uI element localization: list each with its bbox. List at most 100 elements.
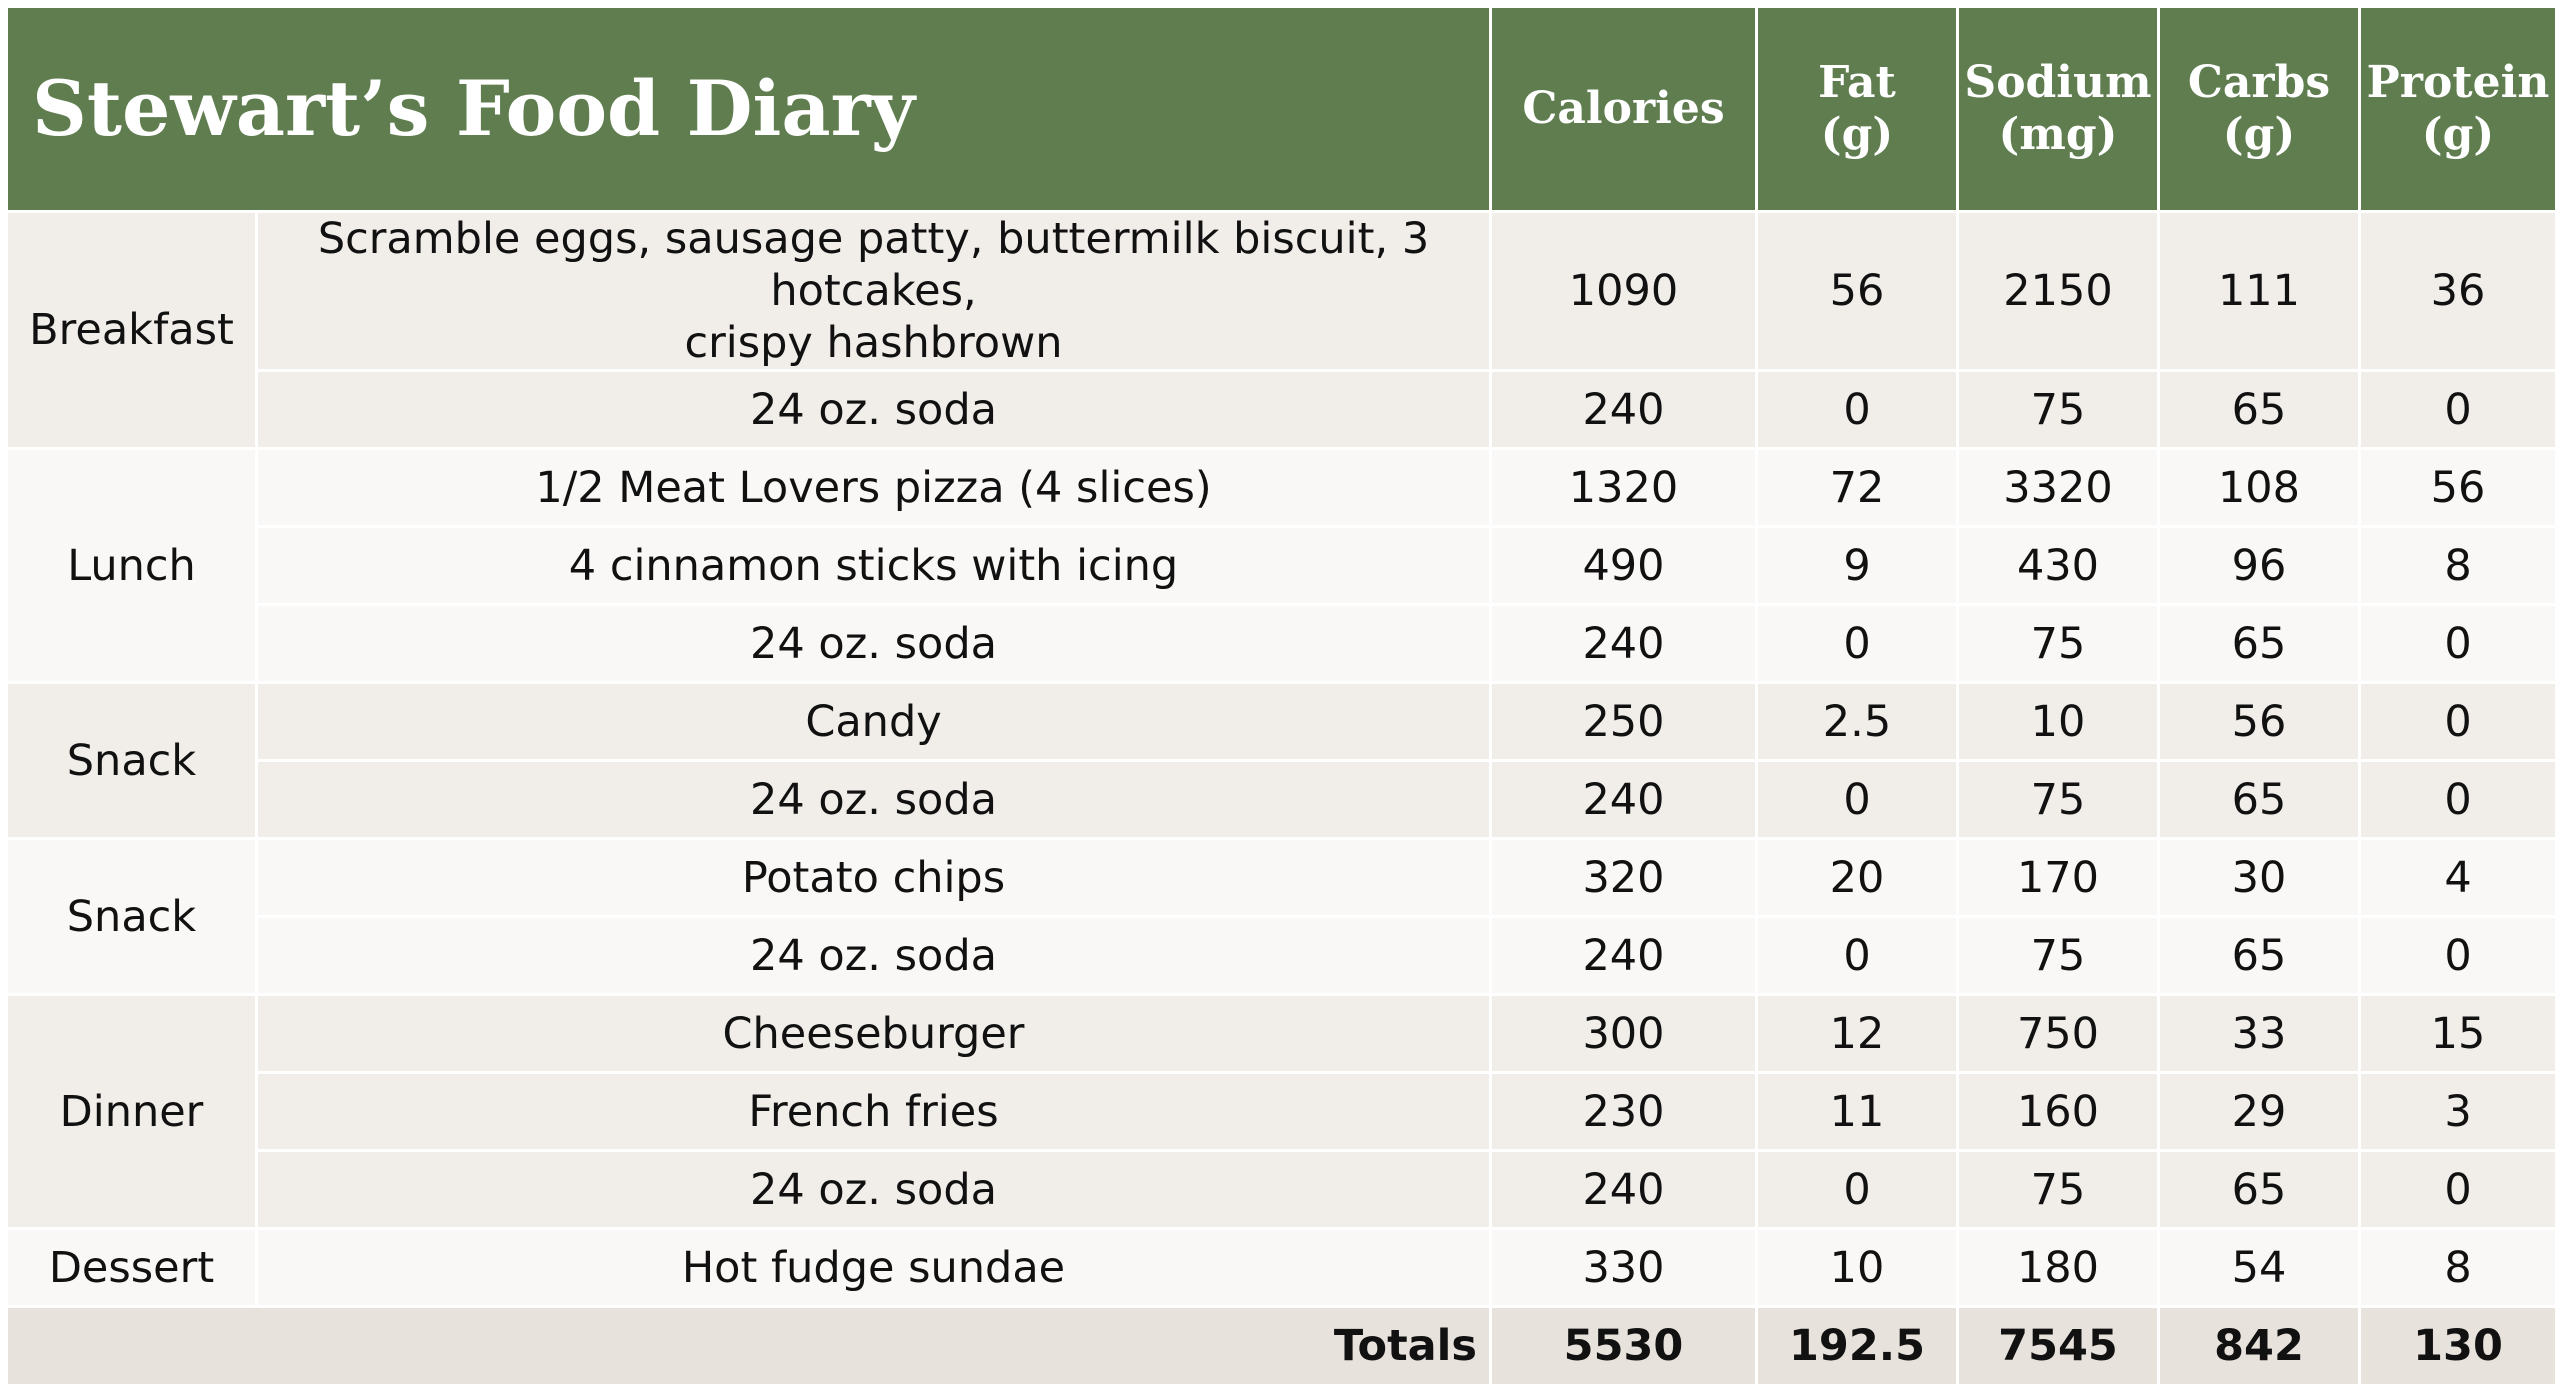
calories-value: 1090	[1489, 210, 1758, 372]
food-item: 4 cinnamon sticks with icing	[255, 525, 1492, 606]
sodium-value: 2150	[1956, 210, 2160, 372]
fat-value: 72	[1755, 447, 1959, 528]
food-item: 24 oz. soda	[255, 915, 1492, 996]
protein-value: 0	[2358, 1149, 2558, 1230]
calories-value: 300	[1489, 993, 1758, 1074]
calories-value: 250	[1489, 681, 1758, 762]
calories-value: 330	[1489, 1227, 1758, 1308]
food-item: Hot fudge sundae	[255, 1227, 1492, 1308]
protein-value: 15	[2358, 993, 2558, 1074]
food-diary-table: Stewart’s Food Diary Calories Fat (g) Sod…	[5, 5, 2558, 1387]
calories-value: 490	[1489, 525, 1758, 606]
fat-value: 56	[1755, 210, 1959, 372]
fat-value: 12	[1755, 993, 1959, 1074]
food-item: Scramble eggs, sausage patty, buttermilk…	[255, 210, 1492, 372]
fat-value: 11	[1755, 1071, 1959, 1152]
sodium-value: 430	[1956, 525, 2160, 606]
protein-value: 8	[2358, 1227, 2558, 1308]
calories-value: 240	[1489, 603, 1758, 684]
protein-value: 0	[2358, 603, 2558, 684]
header-sodium-unit: (mg)	[1998, 109, 2118, 160]
carbs-value: 65	[2157, 915, 2361, 996]
header-row: Stewart’s Food Diary Calories Fat (g) Sod…	[5, 5, 2558, 213]
table-row: Dessert Hot fudge sundae 330 10 180 54 8	[5, 1227, 2558, 1308]
food-item: 24 oz. soda	[255, 1149, 1492, 1230]
meal-label-breakfast: Breakfast	[5, 210, 258, 450]
protein-value: 0	[2358, 681, 2558, 762]
carbs-value: 33	[2157, 993, 2361, 1074]
sodium-value: 75	[1956, 369, 2160, 450]
table-row: Snack Potato chips 320 20 170 30 4	[5, 837, 2558, 996]
header-protein: Protein (g)	[2358, 5, 2558, 213]
calories-value: 240	[1489, 1149, 1758, 1230]
food-item: 24 oz. soda	[255, 759, 1492, 840]
table-row: 24 oz. soda 240 0 75 65 0	[7, 915, 2558, 996]
header-sodium: Sodium (mg)	[1956, 5, 2160, 213]
table-row: 24 oz. soda 240 0 75 65 0	[7, 759, 2558, 840]
meal-label-lunch: Lunch	[5, 447, 258, 684]
sodium-value: 180	[1956, 1227, 2160, 1308]
food-item: Cheeseburger	[255, 993, 1492, 1074]
carbs-value: 65	[2157, 369, 2361, 450]
header-fat: Fat (g)	[1755, 5, 1959, 213]
calories-value: 240	[1489, 369, 1758, 450]
table-row: Breakfast Scramble eggs, sausage patty, …	[5, 210, 2558, 450]
fat-value: 20	[1755, 837, 1959, 918]
table-row: 4 cinnamon sticks with icing 490 9 430 9…	[7, 525, 2558, 606]
fat-value: 2.5	[1755, 681, 1959, 762]
food-item: French fries	[255, 1071, 1492, 1152]
meal-label-dinner: Dinner	[5, 993, 258, 1230]
protein-value: 0	[2358, 915, 2558, 996]
fat-value: 0	[1755, 915, 1959, 996]
protein-value: 3	[2358, 1071, 2558, 1152]
carbs-value: 96	[2157, 525, 2361, 606]
calories-value: 230	[1489, 1071, 1758, 1152]
table-row: French fries 230 11 160 29 3	[7, 1071, 2558, 1152]
fat-value: 0	[1755, 603, 1959, 684]
sodium-value: 75	[1956, 759, 2160, 840]
protein-value: 0	[2358, 369, 2558, 450]
table-row: 24 oz. soda 240 0 75 65 0	[7, 369, 2558, 450]
meal-label-dessert: Dessert	[5, 1227, 258, 1308]
meal-label-snack: Snack	[5, 681, 258, 840]
food-item: 24 oz. soda	[255, 603, 1492, 684]
sodium-value: 160	[1956, 1071, 2160, 1152]
sodium-value: 750	[1956, 993, 2160, 1074]
protein-value: 8	[2358, 525, 2558, 606]
fat-value: 0	[1755, 369, 1959, 450]
food-item: Potato chips	[255, 837, 1492, 918]
carbs-value: 111	[2157, 210, 2361, 372]
totals-fat: 192.5	[1755, 1305, 1959, 1387]
sodium-value: 10	[1956, 681, 2160, 762]
totals-protein: 130	[2358, 1305, 2558, 1387]
sodium-value: 75	[1956, 915, 2160, 996]
protein-value: 0	[2358, 759, 2558, 840]
protein-value: 36	[2358, 210, 2558, 372]
sodium-value: 75	[1956, 603, 2160, 684]
header-fat-unit: (g)	[1820, 109, 1894, 160]
header-calories: Calories	[1489, 5, 1758, 213]
calories-value: 1320	[1489, 447, 1758, 528]
fat-value: 0	[1755, 1149, 1959, 1230]
header-carbs: Carbs (g)	[2157, 5, 2361, 213]
calories-value: 320	[1489, 837, 1758, 918]
page-title: Stewart’s Food Diary	[5, 5, 1492, 213]
food-item: Candy	[255, 681, 1492, 762]
totals-sodium: 7545	[1956, 1305, 2160, 1387]
totals-row: Totals 5530 192.5 7545 842 130	[5, 1305, 2558, 1387]
table-row: Snack Candy 250 2.5 10 56 0	[5, 681, 2558, 840]
sodium-value: 75	[1956, 1149, 2160, 1230]
carbs-value: 29	[2157, 1071, 2361, 1152]
header-protein-label: Protein	[2366, 57, 2550, 108]
food-item: 24 oz. soda	[255, 369, 1492, 450]
table-row: Dinner Cheeseburger 300 12 750 33 15	[5, 993, 2558, 1230]
totals-label: Totals	[5, 1305, 1492, 1387]
header-fat-label: Fat	[1818, 57, 1896, 108]
carbs-value: 65	[2157, 1149, 2361, 1230]
carbs-value: 108	[2157, 447, 2361, 528]
fat-value: 9	[1755, 525, 1959, 606]
calories-value: 240	[1489, 915, 1758, 996]
header-sodium-label: Sodium	[1964, 57, 2152, 108]
food-item: 1/2 Meat Lovers pizza (4 slices)	[255, 447, 1492, 528]
sodium-value: 3320	[1956, 447, 2160, 528]
